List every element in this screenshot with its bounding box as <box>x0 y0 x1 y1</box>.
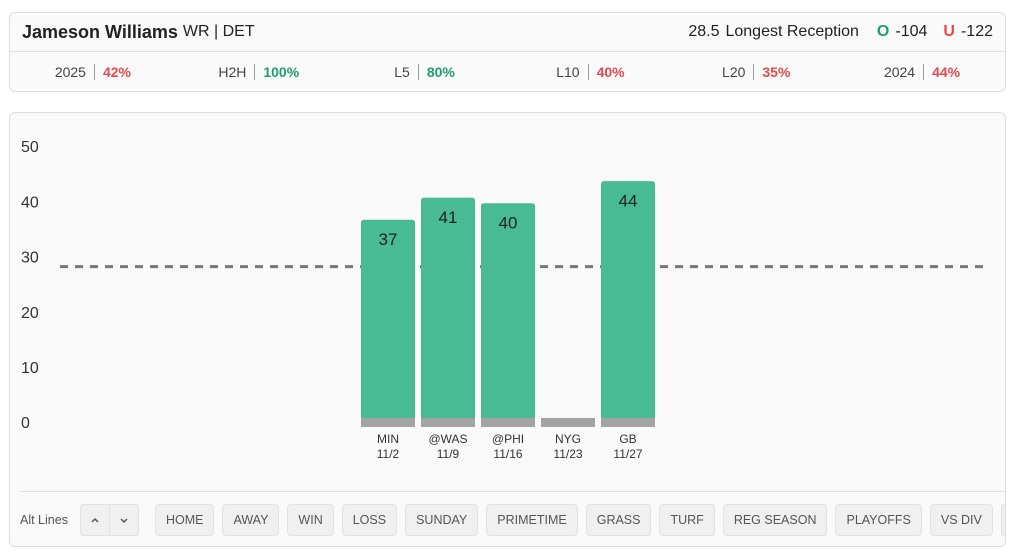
stat: 2024 44% <box>839 64 1005 80</box>
filter-button[interactable]: GRASS <box>585 504 652 536</box>
market: 28.5 Longest Reception O -104 U -122 <box>688 23 993 41</box>
up-button[interactable] <box>79 504 110 536</box>
filter-button[interactable]: TURF <box>659 504 715 536</box>
stat-label: 2025 <box>54 64 86 80</box>
filter-button[interactable]: SUNDAY <box>405 504 479 536</box>
filter-bar: Alt Lines HOME AWAY WIN LOSS SUNDAY PRIMETIME… <box>20 491 1005 546</box>
stat-label: L10 <box>556 64 580 80</box>
filter-button[interactable]: VS DIV <box>929 504 993 536</box>
over-label[interactable]: O <box>876 23 890 40</box>
filter-button[interactable]: PRIMETIME <box>486 504 578 536</box>
stat: 2025 42% <box>10 64 176 80</box>
under-odds[interactable]: -122 <box>960 23 993 40</box>
stat: L20 35% <box>673 64 839 80</box>
stat: L5 80% <box>342 64 508 80</box>
stat-label: H2H <box>218 64 247 80</box>
header: Jameson Williams WR | DET 28.5 Longest R… <box>10 13 1005 52</box>
filter-button[interactable]: HOME <box>154 504 215 536</box>
prop-card: Jameson Williams WR | DET 28.5 Longest R… <box>9 12 1006 92</box>
filter-button[interactable]: LOSS <box>341 504 398 536</box>
chart-card: Alt Lines HOME AWAY WIN LOSS SUNDAY PRIMETIME… <box>9 112 1006 547</box>
down-button[interactable] <box>108 504 139 536</box>
under-label[interactable]: U <box>943 23 955 40</box>
stat-label: 2024 <box>883 64 916 80</box>
stat-value: 44% <box>923 64 960 80</box>
filter-button[interactable]: AWAY <box>222 504 280 536</box>
stat: H2H 100% <box>176 64 342 80</box>
filter-button[interactable]: 6 DAYS REST <box>1000 504 1005 536</box>
filter-button[interactable]: PLAYOFFS <box>835 504 922 536</box>
position: WR | DET <box>182 23 255 40</box>
stat-label: L20 <box>722 64 746 80</box>
stat: L10 40% <box>507 64 673 80</box>
stat-value: 40% <box>587 64 625 80</box>
up-icon <box>91 517 99 523</box>
over-odds[interactable]: -104 <box>895 23 928 40</box>
stat-value: 35% <box>753 64 790 80</box>
market-name: Longest Reception <box>725 23 859 40</box>
down-icon <box>120 518 128 524</box>
stat-value: 100% <box>254 64 299 80</box>
stat-value: 42% <box>93 64 131 80</box>
stats-row: 2025 42% H2H 100% L5 80% L10 40% L20 35% 2024 44% <box>10 52 1005 92</box>
player-name: Jameson Williams <box>22 21 178 42</box>
filter-button[interactable]: REG SEASON <box>722 504 828 536</box>
filter-button[interactable]: WIN <box>287 504 334 536</box>
stat-label: L5 <box>394 64 410 80</box>
line-value: 28.5 <box>688 23 720 40</box>
alt-lines-label: Alt Lines <box>20 513 68 527</box>
stat-value: 80% <box>417 64 455 80</box>
